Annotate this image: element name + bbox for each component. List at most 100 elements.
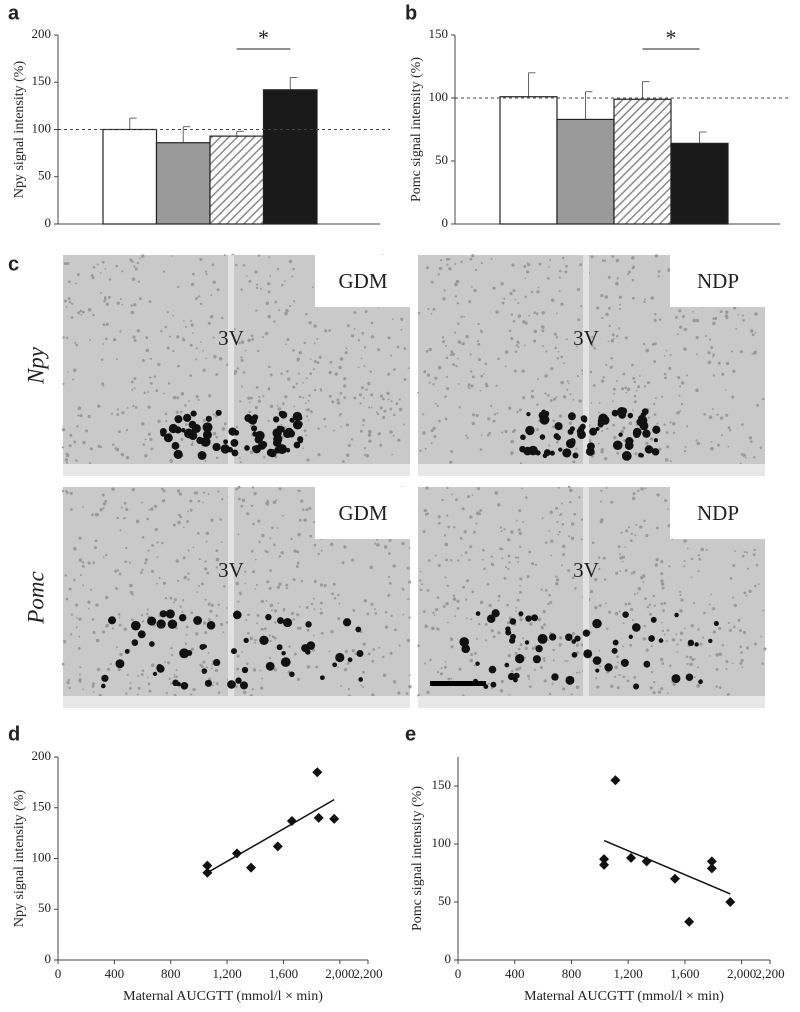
texture: [125, 692, 128, 695]
texture: [215, 682, 219, 686]
texture: [103, 300, 106, 303]
cell: [653, 438, 658, 443]
texture: [665, 431, 669, 434]
texture: [679, 594, 682, 597]
texture: [666, 445, 670, 449]
texture: [507, 554, 511, 558]
texture: [203, 491, 206, 494]
texture: [240, 340, 245, 344]
texture: [236, 367, 240, 370]
texture: [683, 347, 687, 351]
texture: [598, 556, 601, 559]
texture: [718, 652, 723, 657]
texture: [378, 646, 381, 649]
texture: [254, 638, 257, 642]
texture: [600, 518, 604, 522]
texture: [555, 396, 558, 399]
texture: [447, 677, 451, 681]
texture: [661, 629, 665, 633]
texture: [257, 254, 261, 257]
texture: [508, 693, 511, 696]
bar: [262, 89, 318, 225]
cell: [186, 649, 193, 656]
texture: [140, 613, 144, 617]
texture: [364, 310, 368, 314]
texture: [619, 556, 623, 560]
x-tick-label: 800: [562, 966, 582, 981]
texture: [743, 591, 747, 595]
texture: [297, 489, 299, 492]
texture: [645, 648, 649, 652]
cell: [580, 415, 588, 422]
texture: [309, 410, 313, 414]
x-tick-label: 1,200: [614, 966, 643, 981]
texture: [580, 518, 584, 521]
cell: [565, 675, 575, 685]
x-axis-label: Maternal AUCGTT (mmol/l × min): [524, 989, 724, 1004]
texture: [144, 561, 147, 565]
edge: [63, 696, 410, 708]
texture: [382, 673, 387, 678]
texture: [118, 623, 122, 627]
texture: [691, 657, 695, 662]
texture: [538, 262, 542, 266]
cell: [558, 447, 563, 452]
texture: [115, 587, 119, 591]
texture: [368, 406, 371, 409]
texture: [70, 508, 73, 511]
texture: [221, 498, 224, 501]
texture: [363, 365, 366, 367]
texture: [188, 400, 190, 402]
texture: [207, 618, 211, 622]
texture: [202, 660, 206, 664]
texture: [534, 563, 538, 566]
texture: [615, 281, 619, 286]
x-tick-label: 2,000: [727, 966, 756, 981]
texture: [258, 540, 261, 544]
texture: [562, 553, 566, 557]
texture: [533, 329, 538, 334]
texture: [547, 639, 550, 641]
texture: [68, 444, 72, 448]
texture: [276, 404, 279, 407]
texture: [239, 593, 242, 596]
texture: [681, 381, 685, 385]
texture: [474, 268, 478, 271]
texture: [741, 423, 744, 426]
texture: [676, 333, 679, 336]
texture: [607, 340, 610, 342]
texture: [306, 665, 311, 669]
texture: [739, 629, 742, 633]
cell: [124, 649, 130, 654]
texture: [184, 404, 187, 407]
texture: [712, 321, 716, 326]
texture: [187, 549, 190, 552]
texture: [80, 314, 83, 316]
texture: [501, 548, 504, 551]
texture: [392, 680, 397, 684]
texture: [591, 455, 594, 458]
texture: [123, 501, 127, 505]
texture: [699, 642, 703, 646]
texture: [676, 643, 679, 646]
texture: [72, 368, 77, 373]
cell: [616, 406, 627, 417]
texture: [397, 691, 401, 695]
texture: [477, 340, 480, 343]
texture: [242, 263, 246, 267]
texture: [149, 437, 153, 441]
ventricle: [583, 255, 589, 464]
texture: [497, 357, 500, 361]
texture: [129, 682, 132, 684]
texture: [569, 488, 573, 493]
texture: [126, 407, 129, 409]
texture: [639, 375, 641, 377]
cell: [202, 422, 213, 433]
texture: [690, 576, 693, 579]
texture: [134, 267, 138, 271]
texture: [124, 560, 128, 564]
texture: [249, 396, 253, 400]
texture: [89, 588, 92, 591]
texture: [540, 325, 545, 329]
texture: [633, 593, 636, 596]
